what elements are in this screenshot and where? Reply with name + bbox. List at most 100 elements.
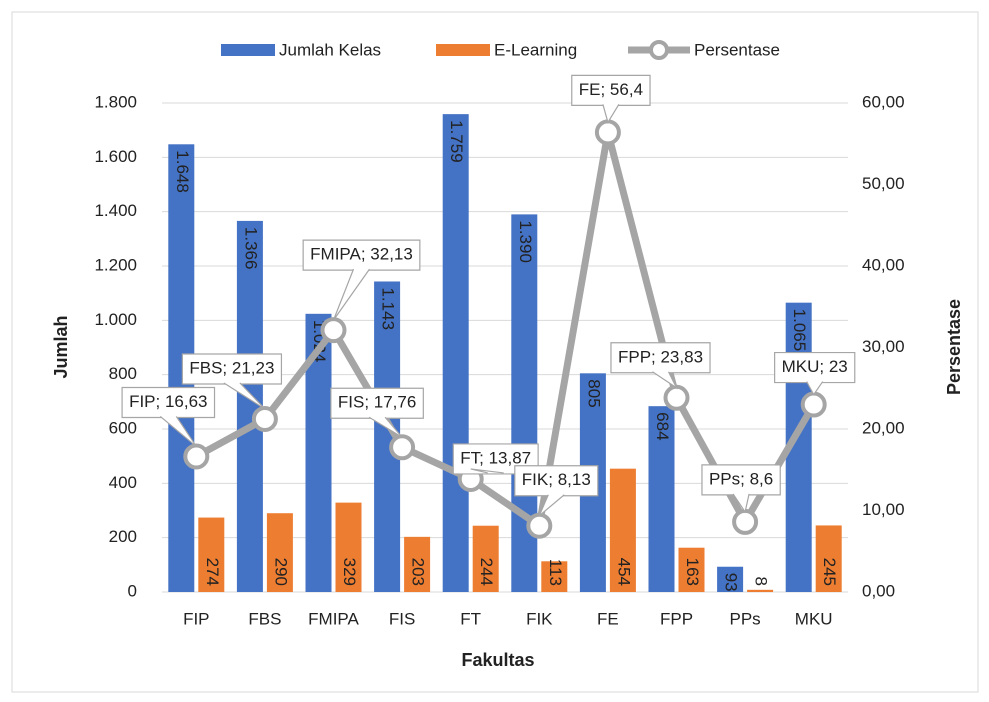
callout-box bbox=[121, 386, 216, 419]
y2-tick-label: 10,00 bbox=[862, 500, 905, 519]
bar-value-label: 274 bbox=[203, 558, 222, 586]
bar bbox=[472, 525, 499, 592]
legend-swatch bbox=[436, 44, 490, 56]
x-tick-label: FPP bbox=[660, 609, 693, 628]
y2-tick-label: 40,00 bbox=[862, 255, 905, 274]
y-tick-label: 0 bbox=[128, 581, 137, 600]
line-marker bbox=[183, 443, 210, 470]
bar-value-label: 454 bbox=[614, 558, 633, 586]
bar-value-label: 1.143 bbox=[379, 287, 398, 330]
callout-box bbox=[774, 351, 856, 384]
bar bbox=[648, 406, 675, 592]
bar-value-label: 8 bbox=[752, 577, 771, 586]
line-marker bbox=[320, 317, 347, 344]
line-marker bbox=[800, 391, 827, 418]
callout-box bbox=[571, 74, 651, 106]
line-value-label: FPP; 23,83 bbox=[618, 347, 703, 366]
y-tick-label: 200 bbox=[109, 527, 137, 546]
y-tick-label: 1.200 bbox=[94, 255, 137, 274]
callout-pointer bbox=[538, 494, 565, 517]
line-value-label: FT; 13,87 bbox=[460, 448, 531, 467]
bar-value-label: 329 bbox=[340, 558, 359, 586]
bar-value-label: 203 bbox=[409, 558, 428, 586]
bar-value-label: 244 bbox=[477, 558, 496, 586]
bar bbox=[266, 513, 293, 592]
y2-tick-label: 20,00 bbox=[862, 418, 905, 437]
bar-value-label: 1.065 bbox=[790, 309, 809, 352]
line-value-label: FIP; 16,63 bbox=[129, 392, 207, 411]
callout-pointer bbox=[159, 416, 197, 447]
legend-label: E-Learning bbox=[494, 40, 577, 59]
bar-value-label: 1.759 bbox=[447, 120, 466, 163]
line-value-label: PPs; 8,6 bbox=[709, 469, 773, 488]
callout-pointer bbox=[806, 381, 824, 396]
y2-tick-label: 50,00 bbox=[862, 174, 905, 193]
callout-pointer bbox=[332, 268, 370, 321]
callout: FBS; 21,23 bbox=[181, 353, 283, 410]
line-marker bbox=[251, 405, 278, 432]
legend-label: Jumlah Kelas bbox=[279, 40, 381, 59]
legend-swatch-marker bbox=[649, 40, 669, 60]
callout: MKU; 23 bbox=[774, 351, 856, 396]
callout-box bbox=[181, 353, 283, 385]
line-value-label: FE; 56,4 bbox=[579, 80, 643, 99]
bar-value-label: 684 bbox=[653, 412, 672, 440]
callout: FMIPA; 32,13 bbox=[302, 239, 421, 321]
bar-value-label: 805 bbox=[584, 379, 603, 407]
y-tick-label: 1.000 bbox=[94, 310, 137, 329]
bar bbox=[335, 502, 362, 592]
callout-pointer bbox=[470, 468, 504, 474]
callout-box bbox=[330, 387, 424, 419]
x-tick-label: FBS bbox=[248, 609, 281, 628]
y-axis-title: Jumlah bbox=[51, 315, 71, 378]
bar-value-label: 163 bbox=[683, 558, 702, 586]
bar bbox=[717, 566, 744, 592]
bar bbox=[541, 561, 568, 592]
bar bbox=[236, 220, 263, 593]
bar bbox=[198, 517, 225, 592]
x-tick-label: MKU bbox=[795, 609, 833, 628]
bar-value-label: 1.648 bbox=[173, 150, 192, 193]
callout-pointer bbox=[652, 371, 679, 390]
bar-value-label: 113 bbox=[546, 559, 565, 586]
callout-pointer bbox=[602, 104, 620, 124]
y2-axis-title: Persentase bbox=[944, 299, 964, 395]
y-tick-label: 1.600 bbox=[94, 147, 137, 166]
x-tick-label: FT bbox=[460, 609, 481, 628]
bar bbox=[404, 536, 431, 592]
line-marker bbox=[526, 512, 553, 539]
callout: FIK; 8,13 bbox=[514, 465, 599, 517]
x-tick-label: FIS bbox=[389, 609, 415, 628]
bar-value-label: 245 bbox=[820, 558, 839, 586]
bar-value-label: 1.366 bbox=[241, 227, 260, 270]
callout-pointer bbox=[368, 416, 403, 438]
x-tick-label: FE bbox=[597, 609, 619, 628]
line-value-label: FBS; 21,23 bbox=[189, 358, 274, 377]
line-value-label: MKU; 23 bbox=[782, 357, 848, 376]
callout: PPs; 8,6 bbox=[701, 464, 781, 514]
callout: FPP; 23,83 bbox=[610, 342, 711, 390]
bar bbox=[442, 114, 469, 592]
callout: FIP; 16,63 bbox=[121, 386, 216, 447]
callout-box bbox=[302, 239, 421, 271]
legend-label: Persentase bbox=[694, 40, 780, 59]
y2-tick-label: 30,00 bbox=[862, 337, 905, 356]
line-value-label: FMIPA; 32,13 bbox=[310, 245, 413, 264]
bar bbox=[678, 547, 705, 592]
line-value-label: FIK; 8,13 bbox=[522, 470, 591, 489]
callout-box bbox=[701, 464, 781, 496]
y2-tick-label: 0,00 bbox=[862, 581, 895, 600]
y-tick-label: 400 bbox=[109, 473, 137, 492]
bar bbox=[815, 525, 842, 592]
y-tick-label: 1.400 bbox=[94, 201, 137, 220]
x-tick-label: PPs bbox=[730, 609, 761, 628]
line-value-label: FIS; 17,76 bbox=[338, 393, 416, 412]
callout: FE; 56,4 bbox=[571, 74, 651, 124]
callout-box bbox=[610, 342, 711, 374]
line-series bbox=[194, 128, 817, 530]
callout-pointer bbox=[732, 493, 750, 514]
y-tick-label: 800 bbox=[109, 364, 137, 383]
y-tick-label: 1.800 bbox=[94, 92, 137, 111]
